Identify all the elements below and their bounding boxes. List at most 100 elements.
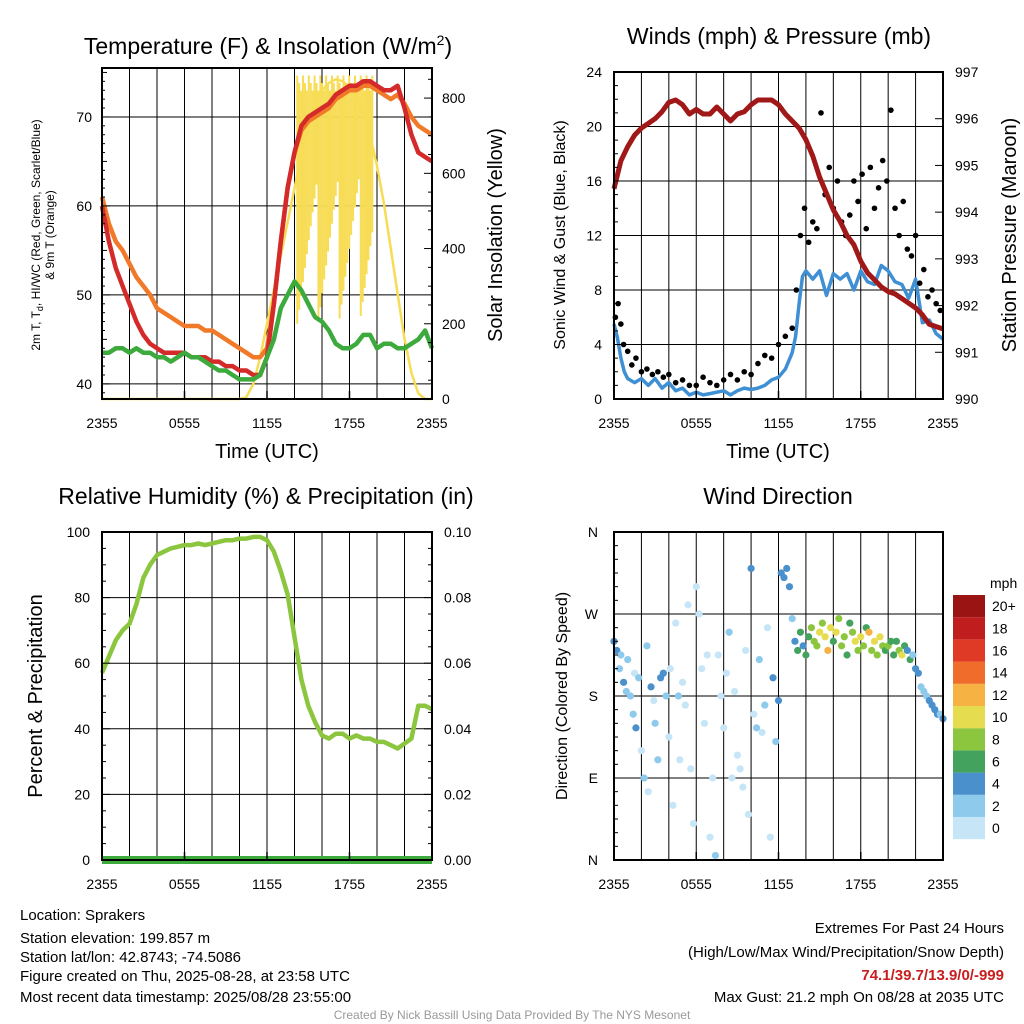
pressure-line: [611, 97, 944, 332]
temperature-title-sup: 2: [437, 32, 445, 48]
speed-colorbar: 0 2 4 6 8 10 12 14 16 18 20+ mph: [953, 575, 1017, 840]
y2-tick-label: 0.06: [444, 655, 471, 671]
direction-point: [857, 633, 865, 641]
x-tick-label: 0555: [681, 415, 712, 431]
direction-point: [615, 665, 624, 673]
direction-point: [698, 665, 706, 673]
direction-point: [676, 756, 684, 764]
direction-point: [818, 619, 826, 627]
gust-point: [900, 198, 907, 205]
y-tick-label: 50: [76, 287, 92, 303]
direction-point: [717, 692, 725, 700]
direction-point: [632, 724, 640, 732]
direction-point: [821, 633, 829, 641]
direction-point: [873, 651, 881, 659]
direction-point: [722, 669, 731, 677]
direction-point: [672, 619, 680, 627]
max-gust: Max Gust: 21.2 mph On 08/28 at 2035 UTC: [714, 989, 1004, 1006]
figure-created: Figure created on Thu, 2025-08-28, at 23…: [20, 968, 350, 985]
station-elevation: Station elevation: 199.857 m: [20, 930, 210, 947]
gust-point: [809, 219, 816, 225]
direction-point: [750, 710, 758, 718]
x-tick-label: 2355: [598, 415, 629, 431]
direction-point: [851, 637, 859, 645]
gust-point: [620, 341, 627, 348]
y2-tick-label: 994: [955, 204, 979, 220]
direction-point: [674, 692, 683, 700]
x-tick-label: 1755: [334, 876, 365, 892]
direction-point: [898, 651, 906, 659]
direction-point: [626, 692, 635, 700]
gust-point: [782, 333, 789, 340]
direction-point: [903, 646, 911, 655]
direction-point: [647, 683, 655, 691]
direction-point: [687, 765, 695, 773]
direction-point: [744, 810, 752, 819]
y-tick-label: 4: [594, 337, 602, 353]
y-tick-label: 24: [586, 64, 602, 80]
direction-point: [763, 624, 772, 632]
direction-point: [725, 628, 733, 636]
gust-point: [871, 205, 878, 212]
temperature-insolation-panel: 2355 0555 1155 1755 2355 40 50 60 70 0 200 400 600 80…: [29, 32, 507, 463]
extremes-subtitle: (High/Low/Max Wind/Precipitation/Snow De…: [688, 944, 1004, 961]
direction-point: [769, 674, 777, 682]
direction-point: [761, 701, 769, 709]
direction-point: [876, 633, 884, 641]
direction-point: [868, 646, 876, 655]
colorbar-label: 4: [992, 776, 1000, 792]
y-tick-label: N: [588, 852, 598, 868]
winds-ticks: 2355 0555 1155 1755 2355 0 4 8 12 16 20 24 990 991 992…: [586, 64, 978, 431]
direction-point: [747, 564, 755, 573]
gust-point: [801, 205, 808, 212]
insolation-y-label: Solar Insolation (Yellow): [485, 128, 507, 342]
direction-point: [755, 655, 763, 664]
x-tick-label: 1155: [763, 876, 793, 892]
direction-point: [720, 724, 728, 732]
gust-point: [925, 294, 931, 300]
direction-point: [637, 747, 646, 755]
direction-series: [610, 564, 947, 860]
winds-series: [611, 97, 945, 397]
direction-point: [846, 619, 854, 627]
direction-point: [826, 624, 835, 632]
colorbar-swatch: [953, 661, 985, 684]
y2-tick-label: 0.02: [444, 786, 471, 802]
y-tick-label: 80: [74, 590, 90, 606]
rh-line: [99, 534, 433, 751]
y2-tick-label: 200: [442, 316, 466, 332]
colorbar-label: 20+: [992, 598, 1016, 614]
direction-point: [703, 651, 711, 659]
y2-tick-label: 0.08: [444, 590, 471, 606]
y2-tick-label: 990: [955, 391, 979, 407]
pressure-y-label: Station Pressure (Maroon): [999, 118, 1021, 353]
x-tick-label: 2355: [927, 415, 958, 431]
direction-point: [791, 637, 799, 645]
direction-point: [794, 646, 802, 655]
y2-tick-label: 800: [442, 90, 466, 106]
winds-chart-title: Winds (mph) & Pressure (mb): [627, 23, 931, 49]
y2-tick-label: 991: [955, 344, 979, 360]
colorbar-label: 2: [992, 798, 1000, 814]
gust-point: [863, 225, 870, 232]
direction-point: [654, 756, 662, 764]
gust-point: [761, 352, 768, 359]
direction-point: [709, 774, 717, 782]
x-tick-label: 0555: [681, 876, 712, 892]
direction-point: [788, 614, 796, 623]
x-tick-label: 1155: [252, 876, 282, 892]
direction-point: [665, 733, 673, 741]
extremes-title: Extremes For Past 24 Hours: [815, 920, 1004, 937]
direction-point: [700, 719, 709, 727]
y-tick-label: N: [588, 524, 598, 540]
colorbar-swatch: [953, 595, 985, 618]
direction-point: [619, 678, 628, 686]
gust-point: [649, 371, 656, 378]
temperature-x-label: Time (UTC): [215, 441, 319, 463]
gust-point: [818, 110, 824, 116]
temperature-chart-title: Temperature (F) & Insolation (W/m2): [84, 32, 452, 59]
direction-point: [805, 633, 813, 641]
gust-point: [916, 280, 923, 286]
direction-point: [666, 665, 674, 673]
